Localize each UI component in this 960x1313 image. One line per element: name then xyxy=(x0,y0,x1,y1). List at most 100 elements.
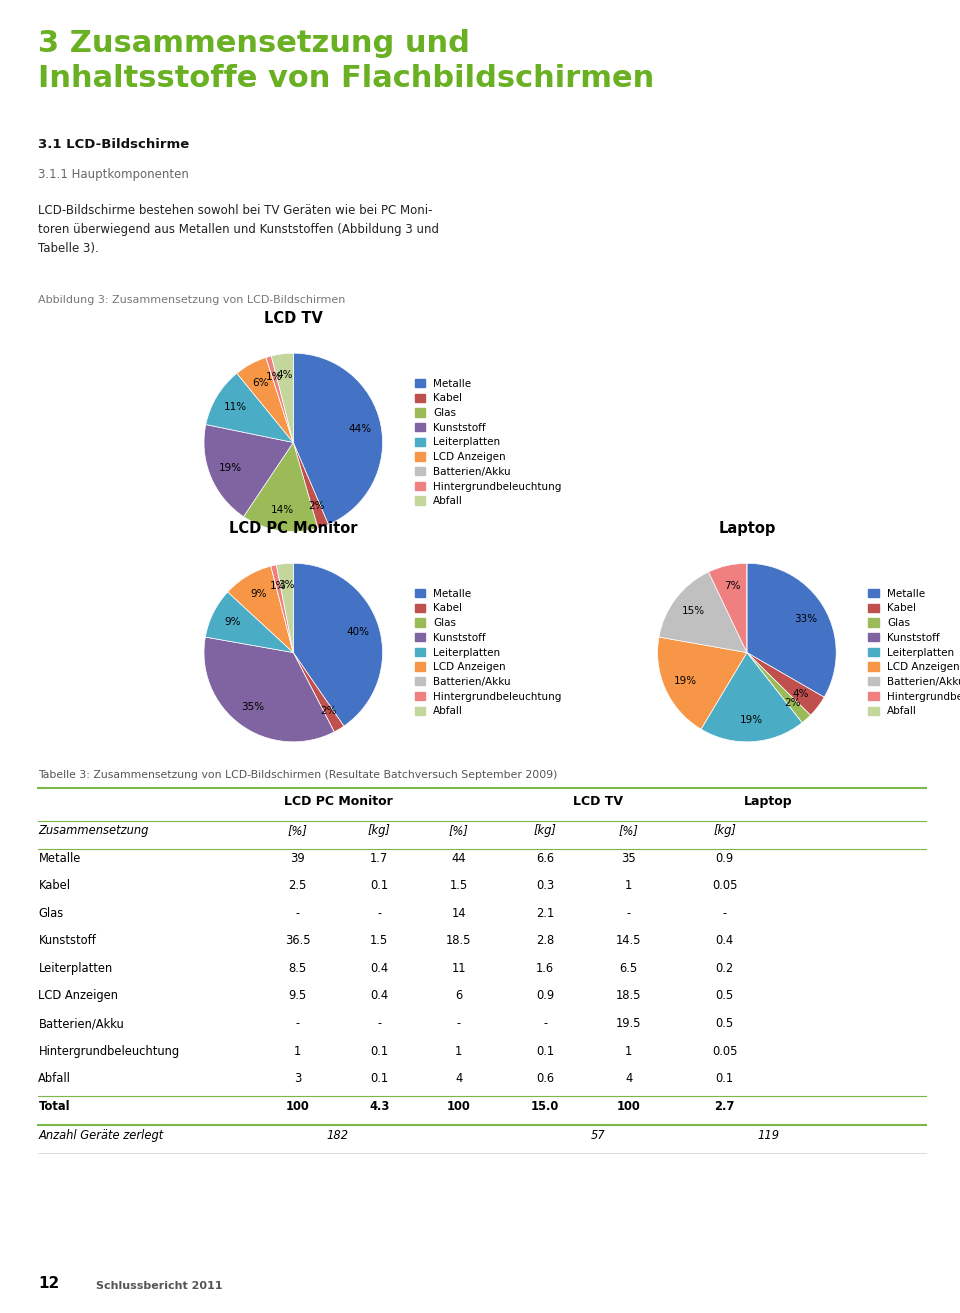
Wedge shape xyxy=(293,563,383,726)
Text: 2.7: 2.7 xyxy=(714,1100,735,1113)
Text: 119: 119 xyxy=(756,1129,780,1142)
Text: 2.5: 2.5 xyxy=(288,880,307,893)
Wedge shape xyxy=(271,565,294,653)
Text: 18.5: 18.5 xyxy=(446,935,471,948)
Wedge shape xyxy=(659,572,747,653)
Text: Zusammensetzung: Zusammensetzung xyxy=(38,825,149,838)
Text: 18.5: 18.5 xyxy=(616,990,641,1003)
Text: 40%: 40% xyxy=(347,628,370,637)
Wedge shape xyxy=(294,442,328,528)
Text: 0.9: 0.9 xyxy=(716,852,733,865)
Text: 0.1: 0.1 xyxy=(537,1045,554,1058)
Text: 0.2: 0.2 xyxy=(715,962,734,976)
Text: 2%: 2% xyxy=(308,502,324,511)
Text: 3: 3 xyxy=(294,1073,301,1085)
Text: 15.0: 15.0 xyxy=(531,1100,560,1113)
Wedge shape xyxy=(747,653,825,716)
Text: [%]: [%] xyxy=(288,825,307,838)
Text: 0.4: 0.4 xyxy=(371,990,388,1003)
Text: 2%: 2% xyxy=(320,706,336,716)
Text: 1.6: 1.6 xyxy=(537,962,554,976)
Text: Abfall: Abfall xyxy=(38,1073,71,1085)
Text: Tabelle 3: Zusammensetzung von LCD-Bildschirmen (Resultate Batchversuch Septembe: Tabelle 3: Zusammensetzung von LCD-Bilds… xyxy=(38,769,558,780)
Legend: Metalle, Kabel, Glas, Kunststoff, Leiterplatten, LCD Anzeigen, Batterien/Akku, H: Metalle, Kabel, Glas, Kunststoff, Leiter… xyxy=(415,588,562,717)
Text: -: - xyxy=(723,907,727,920)
Text: 15%: 15% xyxy=(682,607,705,617)
Text: [kg]: [kg] xyxy=(713,825,736,838)
Text: -: - xyxy=(296,907,300,920)
Text: 14: 14 xyxy=(451,907,467,920)
Text: LCD-Bildschirme bestehen sowohl bei TV Geräten wie bei PC Moni-
toren überwiegen: LCD-Bildschirme bestehen sowohl bei TV G… xyxy=(38,204,440,255)
Text: 0.4: 0.4 xyxy=(716,935,733,948)
Text: 6%: 6% xyxy=(252,378,269,387)
Text: Schlussbericht 2011: Schlussbericht 2011 xyxy=(96,1280,223,1291)
Text: 35: 35 xyxy=(621,852,636,865)
Text: 100: 100 xyxy=(617,1100,640,1113)
Text: 2.1: 2.1 xyxy=(536,907,555,920)
Text: 14%: 14% xyxy=(272,504,295,515)
Legend: Metalle, Kabel, Glas, Kunststoff, Leiterplatten, LCD Anzeigen, Batterien/Akku, H: Metalle, Kabel, Glas, Kunststoff, Leiter… xyxy=(415,378,562,507)
Text: 0.9: 0.9 xyxy=(537,990,554,1003)
Text: 0.4: 0.4 xyxy=(371,962,388,976)
Text: [%]: [%] xyxy=(619,825,638,838)
Text: 6: 6 xyxy=(455,990,463,1003)
Text: 3.1.1 Hauptkomponenten: 3.1.1 Hauptkomponenten xyxy=(38,168,189,181)
Text: [%]: [%] xyxy=(449,825,468,838)
Text: 0.3: 0.3 xyxy=(536,880,555,893)
Wedge shape xyxy=(701,653,802,742)
Text: 57: 57 xyxy=(590,1129,606,1142)
Text: Anzahl Geräte zerlegt: Anzahl Geräte zerlegt xyxy=(38,1129,163,1142)
Text: 0.5: 0.5 xyxy=(715,990,734,1003)
Text: 0.1: 0.1 xyxy=(371,1045,388,1058)
Wedge shape xyxy=(271,566,294,653)
Text: 11%: 11% xyxy=(224,402,247,412)
Text: 1%: 1% xyxy=(266,373,283,382)
Wedge shape xyxy=(747,653,810,722)
Text: 36.5: 36.5 xyxy=(285,935,310,948)
Wedge shape xyxy=(205,592,294,653)
Wedge shape xyxy=(294,653,344,731)
Text: 3%: 3% xyxy=(278,580,295,590)
Text: 3 Zusammensetzung und
Inhaltsstoffe von Flachbildschirmen: 3 Zusammensetzung und Inhaltsstoffe von … xyxy=(38,29,655,93)
Text: -: - xyxy=(543,1018,547,1031)
Text: 100: 100 xyxy=(286,1100,309,1113)
Text: Hintergrundbeleuchtung: Hintergrundbeleuchtung xyxy=(38,1045,180,1058)
Text: Total: Total xyxy=(38,1100,70,1113)
Wedge shape xyxy=(228,566,294,653)
Text: 4: 4 xyxy=(625,1073,633,1085)
Text: 2.8: 2.8 xyxy=(536,935,555,948)
Wedge shape xyxy=(266,356,294,442)
Text: 8.5: 8.5 xyxy=(288,962,307,976)
Text: 39: 39 xyxy=(290,852,305,865)
Text: 100: 100 xyxy=(447,1100,470,1113)
Text: 0.1: 0.1 xyxy=(371,1073,388,1085)
Text: 0.1: 0.1 xyxy=(371,880,388,893)
Text: 19.5: 19.5 xyxy=(616,1018,641,1031)
Wedge shape xyxy=(708,563,747,653)
Text: 44: 44 xyxy=(451,852,467,865)
Wedge shape xyxy=(747,563,836,697)
Text: 9%: 9% xyxy=(225,617,241,628)
Text: 0.05: 0.05 xyxy=(712,1045,737,1058)
Wedge shape xyxy=(747,653,802,722)
Wedge shape xyxy=(272,353,294,442)
Text: Glas: Glas xyxy=(38,907,63,920)
Text: Abbildung 3: Zusammensetzung von LCD-Bildschirmen: Abbildung 3: Zusammensetzung von LCD-Bil… xyxy=(38,295,346,306)
Text: 35%: 35% xyxy=(242,702,265,712)
Text: 1: 1 xyxy=(625,1045,633,1058)
Wedge shape xyxy=(658,637,747,729)
Wedge shape xyxy=(205,373,294,442)
Text: 1.7: 1.7 xyxy=(370,852,389,865)
Text: 182: 182 xyxy=(326,1129,349,1142)
Text: 14.5: 14.5 xyxy=(616,935,641,948)
Text: 1: 1 xyxy=(625,880,633,893)
Text: 7%: 7% xyxy=(724,582,740,591)
Text: 1.5: 1.5 xyxy=(370,935,389,948)
Title: Laptop: Laptop xyxy=(718,521,776,536)
Text: 1: 1 xyxy=(294,1045,301,1058)
Text: [kg]: [kg] xyxy=(534,825,557,838)
Wedge shape xyxy=(244,442,318,532)
Text: 0.05: 0.05 xyxy=(712,880,737,893)
Text: 4%: 4% xyxy=(793,688,809,699)
Text: 6.6: 6.6 xyxy=(537,852,554,865)
